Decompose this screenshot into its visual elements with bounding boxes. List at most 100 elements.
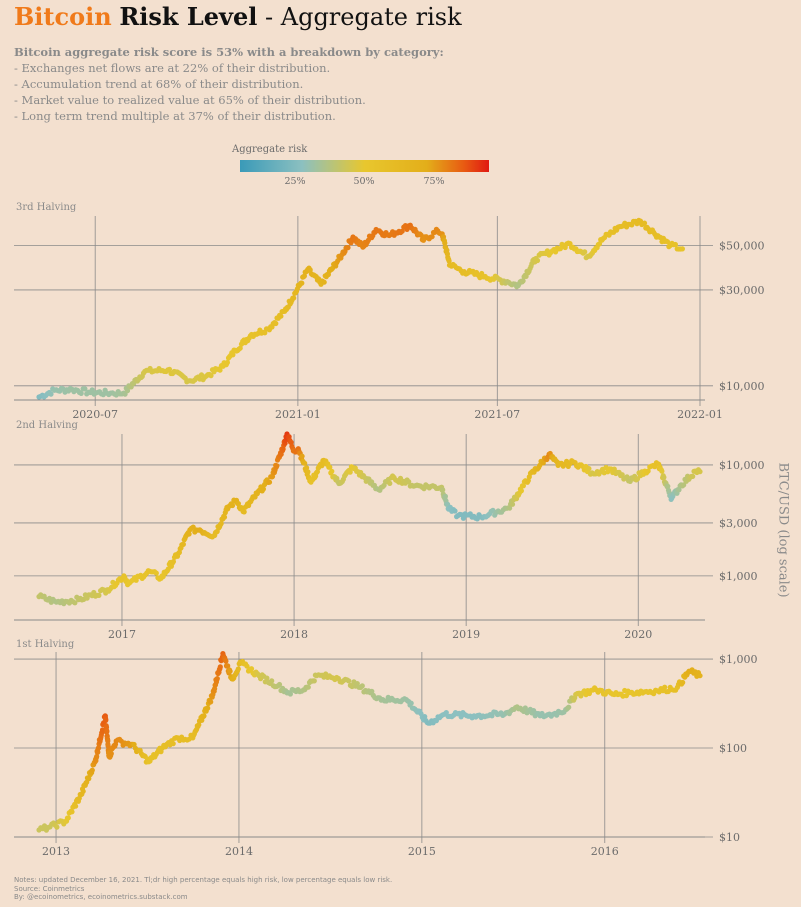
summary-headline: Bitcoin aggregate risk score is 53% with… <box>14 45 444 59</box>
data-point <box>634 476 641 482</box>
data-point <box>86 776 92 782</box>
panel-label-3rd-halving: 3rd Halving <box>16 202 77 213</box>
data-point <box>662 684 668 690</box>
data-point <box>80 788 86 794</box>
data-point <box>180 541 186 547</box>
data-point <box>153 570 159 576</box>
data-point <box>680 679 686 686</box>
notes-line: By: @ecoinometrics, ecoinometrics.substa… <box>14 893 188 901</box>
data-point <box>69 809 75 815</box>
data-point <box>329 468 335 474</box>
title-bitcoin: Bitcoin <box>14 2 112 31</box>
data-point <box>399 228 405 234</box>
data-point <box>509 501 516 507</box>
data-point <box>94 753 100 760</box>
data-point <box>442 493 448 499</box>
data-point <box>291 295 297 301</box>
data-point <box>302 460 308 466</box>
data-point <box>440 487 446 493</box>
x-tick-label: 2021-01 <box>275 408 321 421</box>
data-point <box>624 474 630 480</box>
x-tick-label: 2020 <box>624 628 652 641</box>
data-point <box>241 509 247 515</box>
data-point <box>227 668 233 674</box>
y-tick-label: $3,000 <box>719 517 758 530</box>
data-point <box>208 373 214 379</box>
data-point <box>266 479 273 485</box>
data-point <box>661 474 667 480</box>
data-point <box>664 239 671 245</box>
data-point <box>520 483 527 489</box>
notes-block: Notes: updated December 16, 2021. Tl;dr … <box>14 876 392 902</box>
data-point <box>387 480 393 486</box>
data-point <box>274 463 280 469</box>
x-tick-label: 2016 <box>591 845 619 858</box>
data-point <box>166 366 173 372</box>
data-point <box>124 388 131 394</box>
data-point <box>408 700 414 706</box>
data-point <box>540 460 546 466</box>
data-point <box>460 515 466 521</box>
legend-tick: 25% <box>284 176 306 187</box>
x-tick-label: 2019 <box>452 628 480 641</box>
data-point <box>89 387 95 393</box>
data-point <box>299 453 305 459</box>
y-tick-label: $100 <box>719 742 747 755</box>
data-point <box>645 468 651 474</box>
data-point <box>347 469 353 475</box>
risk-legend: Aggregate risk 25% 50% 75% <box>232 144 502 194</box>
data-point <box>230 352 236 358</box>
data-point <box>96 745 102 751</box>
data-point <box>288 439 294 445</box>
data-point <box>205 705 211 711</box>
data-point <box>345 245 351 251</box>
x-tick-label: 2020-07 <box>72 408 118 421</box>
data-point <box>672 241 679 248</box>
data-point <box>218 520 224 527</box>
data-point <box>260 486 266 492</box>
data-point <box>665 483 671 489</box>
data-point <box>679 246 686 252</box>
data-point <box>321 279 327 285</box>
data-point <box>307 267 313 273</box>
legend-tick: 75% <box>423 176 445 187</box>
data-point <box>305 684 311 690</box>
x-tick-label: 2015 <box>408 845 436 858</box>
data-point <box>611 466 617 472</box>
data-point <box>359 683 365 689</box>
data-point <box>641 220 648 226</box>
y-tick-label: $10,000 <box>719 380 765 393</box>
data-point <box>73 803 79 809</box>
x-tick-label: 2013 <box>42 845 70 858</box>
legend-tick: 50% <box>353 176 375 187</box>
data-point <box>442 240 448 246</box>
data-point <box>108 751 114 757</box>
data-point <box>103 724 110 730</box>
data-point <box>327 464 333 470</box>
data-point <box>201 713 207 719</box>
legend-title: Aggregate risk <box>232 144 308 155</box>
data-point <box>305 469 311 475</box>
title-aggregate: - Aggregate risk <box>257 3 462 31</box>
data-point <box>217 664 223 670</box>
data-point <box>248 666 255 672</box>
y-tick-label: $50,000 <box>719 239 765 252</box>
data-point <box>397 475 404 481</box>
x-tick-label: 2014 <box>225 845 253 858</box>
y-tick-label: $1,000 <box>719 570 758 583</box>
data-point <box>659 468 665 474</box>
data-point <box>273 320 279 327</box>
data-point <box>369 688 375 695</box>
chart-title: Bitcoin Risk Level - Aggregate risk <box>14 2 462 31</box>
x-tick-label: 2017 <box>108 628 136 641</box>
data-point <box>65 815 71 821</box>
data-point <box>299 280 305 286</box>
x-tick-label: 2018 <box>280 628 308 641</box>
data-point <box>619 472 625 478</box>
y-tick-label: $10,000 <box>719 459 765 472</box>
data-point <box>99 727 106 733</box>
data-point <box>235 666 241 672</box>
data-point <box>217 367 223 373</box>
data-point <box>170 741 176 747</box>
data-point <box>697 673 703 679</box>
